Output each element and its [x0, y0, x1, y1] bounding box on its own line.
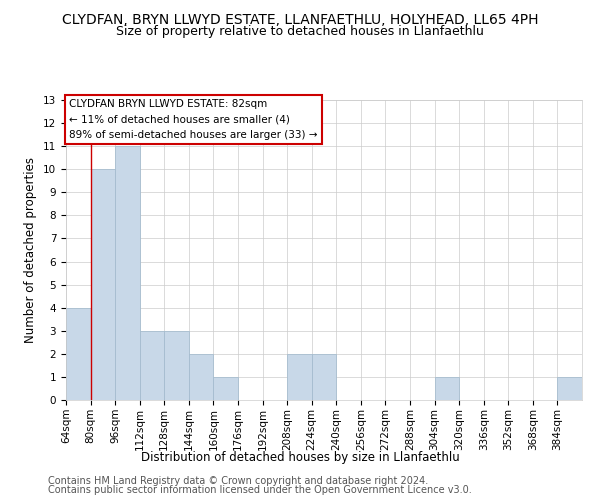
Bar [214, 377, 238, 400]
Bar [557, 377, 582, 400]
Text: Contains public sector information licensed under the Open Government Licence v3: Contains public sector information licen… [48, 485, 472, 495]
Bar [115, 146, 140, 400]
Y-axis label: Number of detached properties: Number of detached properties [25, 157, 37, 343]
Bar [287, 354, 312, 400]
Bar [434, 377, 459, 400]
Bar [312, 354, 336, 400]
Bar [189, 354, 214, 400]
Text: Contains HM Land Registry data © Crown copyright and database right 2024.: Contains HM Land Registry data © Crown c… [48, 476, 428, 486]
Text: CLYDFAN BRYN LLWYD ESTATE: 82sqm
← 11% of detached houses are smaller (4)
89% of: CLYDFAN BRYN LLWYD ESTATE: 82sqm ← 11% o… [69, 99, 317, 140]
Text: Size of property relative to detached houses in Llanfaethlu: Size of property relative to detached ho… [116, 25, 484, 38]
Text: Distribution of detached houses by size in Llanfaethlu: Distribution of detached houses by size … [140, 451, 460, 464]
Text: CLYDFAN, BRYN LLWYD ESTATE, LLANFAETHLU, HOLYHEAD, LL65 4PH: CLYDFAN, BRYN LLWYD ESTATE, LLANFAETHLU,… [62, 12, 538, 26]
Bar [164, 331, 189, 400]
Bar [66, 308, 91, 400]
Bar [91, 169, 115, 400]
Bar [140, 331, 164, 400]
